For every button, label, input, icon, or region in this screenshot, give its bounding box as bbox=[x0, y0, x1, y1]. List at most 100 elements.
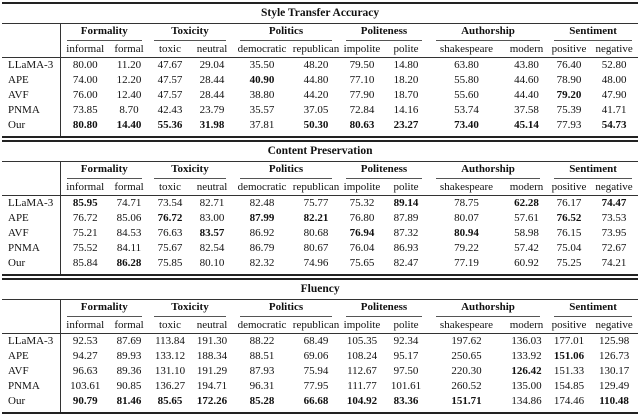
table-cell: 151.06 bbox=[553, 350, 585, 362]
column-header: republican bbox=[292, 179, 340, 196]
table-cell: 11.20 bbox=[116, 59, 142, 71]
column-header: democratic bbox=[232, 317, 292, 334]
table-cell: 55.60 bbox=[454, 89, 479, 101]
column-header: polite bbox=[384, 179, 428, 196]
column-header: republican bbox=[292, 41, 340, 58]
table-cell: 76.94 bbox=[349, 227, 375, 239]
table-cell: 66.68 bbox=[303, 395, 329, 407]
group-header: Toxicity bbox=[148, 300, 232, 317]
table-cell: 80.94 bbox=[454, 227, 479, 239]
group-header: Politics bbox=[232, 24, 340, 41]
table-cell: 69.06 bbox=[303, 350, 329, 362]
table-row: APE 76.72 85.06 76.72 83.00 87.99 82.21 76.80 87… bbox=[2, 211, 638, 226]
table-row: AVF 75.21 84.53 76.63 83.57 86.92 80.68 76.94 87… bbox=[2, 226, 638, 241]
table-cell: 260.52 bbox=[451, 380, 482, 392]
group-header: Sentiment bbox=[548, 24, 638, 41]
column-header: polite bbox=[384, 317, 428, 334]
table-cell: 37.05 bbox=[303, 104, 329, 116]
model-name: APE bbox=[2, 73, 61, 88]
table-cell: 134.86 bbox=[511, 395, 542, 407]
table-cell: 197.62 bbox=[451, 335, 482, 347]
column-header: toxic bbox=[148, 179, 192, 196]
table-cell: 110.48 bbox=[599, 395, 629, 407]
table-cell: 23.27 bbox=[393, 119, 419, 131]
table-cell: 151.71 bbox=[451, 395, 482, 407]
column-header: positive bbox=[548, 179, 590, 196]
table-cell: 90.85 bbox=[116, 380, 142, 392]
table-cell: 42.43 bbox=[157, 104, 183, 116]
table-cell: 92.53 bbox=[72, 335, 98, 347]
table-cell: 73.85 bbox=[72, 104, 98, 116]
column-header: formal bbox=[110, 41, 148, 58]
column-header: neutral bbox=[192, 41, 232, 58]
table-cell: 74.71 bbox=[116, 197, 142, 209]
table-cell: 87.99 bbox=[249, 212, 275, 224]
table-cell: 45.14 bbox=[514, 119, 539, 131]
table-cell: 113.84 bbox=[155, 335, 185, 347]
table-cell: 86.93 bbox=[393, 242, 419, 254]
table-cell: 47.57 bbox=[157, 89, 183, 101]
table-row: Our 90.79 81.46 85.65 172.26 85.28 66.68 104.92… bbox=[2, 394, 638, 412]
table-cell: 14.16 bbox=[393, 104, 419, 116]
table-row: PNMA 73.85 8.70 42.43 23.79 35.57 37.05 72.84 14… bbox=[2, 103, 638, 118]
table-cell: 47.90 bbox=[601, 89, 627, 101]
group-header: Politics bbox=[232, 300, 340, 317]
section-title: Content Preservation bbox=[2, 142, 639, 162]
model-name: AVF bbox=[2, 226, 61, 241]
table-cell: 8.70 bbox=[119, 104, 139, 116]
table-cell: 135.00 bbox=[511, 380, 542, 392]
table-row: PNMA 103.61 90.85 136.27 194.71 96.31 77.95 111… bbox=[2, 379, 638, 394]
section-title: Fluency bbox=[2, 280, 639, 300]
table-cell: 96.31 bbox=[249, 380, 275, 392]
table-cell: 77.10 bbox=[349, 74, 375, 86]
table-cell: 97.50 bbox=[393, 365, 419, 377]
table-cell: 74.96 bbox=[303, 257, 329, 269]
table-cell: 82.47 bbox=[393, 257, 419, 269]
table-cell: 83.00 bbox=[199, 212, 225, 224]
column-header: shakespeare bbox=[428, 317, 505, 334]
table-cell: 151.33 bbox=[553, 365, 585, 377]
table-cell: 177.01 bbox=[553, 335, 585, 347]
column-header: formal bbox=[110, 317, 148, 334]
model-name: PNMA bbox=[2, 103, 61, 118]
table-cell: 131.10 bbox=[154, 365, 186, 377]
table-row: LLaMA-3 80.00 11.20 47.67 29.04 35.50 48.20 79.… bbox=[2, 57, 638, 73]
table-cell: 82.54 bbox=[199, 242, 225, 254]
table-cell: 126.73 bbox=[598, 350, 630, 362]
table-cell: 85.65 bbox=[157, 395, 183, 407]
table-cell: 77.90 bbox=[349, 89, 375, 101]
model-name: Our bbox=[2, 256, 61, 274]
table-cell: 75.04 bbox=[556, 242, 582, 254]
table-row: LLaMA-3 92.53 87.69 113.84 191.30 88.22 68.49 1… bbox=[2, 333, 638, 349]
table-cell: 174.46 bbox=[553, 395, 585, 407]
model-name: LLaMA-3 bbox=[2, 333, 61, 349]
table-row: APE 74.00 12.20 47.57 28.44 40.90 44.80 77.10 18… bbox=[2, 73, 638, 88]
table-cell: 136.27 bbox=[154, 380, 186, 392]
table-cell: 82.32 bbox=[249, 257, 275, 269]
column-header: informal bbox=[60, 179, 110, 196]
column-header: toxic bbox=[148, 317, 192, 334]
table-cell: 77.95 bbox=[303, 380, 329, 392]
table-cell: 38.80 bbox=[249, 89, 275, 101]
table-cell: 44.40 bbox=[514, 89, 539, 101]
table-cell: 37.58 bbox=[514, 104, 539, 116]
table-cell: 18.20 bbox=[393, 74, 419, 86]
table-cell: 104.92 bbox=[346, 395, 378, 407]
table-cell: 76.00 bbox=[72, 89, 98, 101]
table-row: LLaMA-3 85.95 74.71 73.54 82.71 82.48 75.77 75.… bbox=[2, 195, 638, 211]
column-header: informal bbox=[60, 317, 110, 334]
group-header: Politeness bbox=[340, 24, 428, 41]
table-cell: 44.60 bbox=[514, 74, 539, 86]
column-header: neutral bbox=[192, 317, 232, 334]
column-header: shakespeare bbox=[428, 41, 505, 58]
model-name: LLaMA-3 bbox=[2, 57, 61, 73]
corner-cell bbox=[2, 41, 61, 58]
table-cell: 89.14 bbox=[393, 197, 419, 209]
table-cell: 94.27 bbox=[72, 350, 98, 362]
table-cell: 76.63 bbox=[157, 227, 183, 239]
table-cell: 47.57 bbox=[157, 74, 183, 86]
group-header: Authorship bbox=[428, 24, 548, 41]
table-cell: 77.93 bbox=[556, 119, 582, 131]
table-cell: 76.52 bbox=[556, 212, 582, 224]
table-cell: 74.21 bbox=[601, 257, 627, 269]
